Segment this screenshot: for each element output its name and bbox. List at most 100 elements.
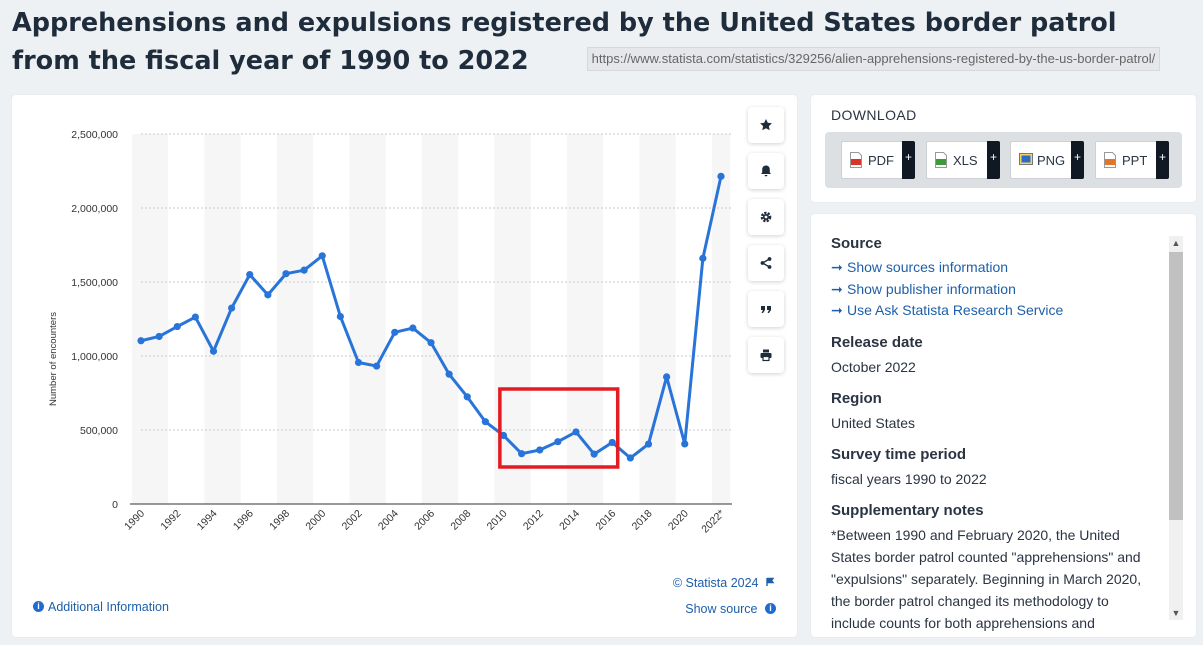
x-tick-label: 2010 xyxy=(485,508,510,533)
data-point xyxy=(391,328,399,336)
data-point xyxy=(228,304,236,312)
notes-section: Supplementary notes *Between 1990 and Fe… xyxy=(831,501,1157,638)
show-publisher-label: Show publisher information xyxy=(847,280,1016,297)
data-point xyxy=(318,252,326,260)
y-tick-label: 2,500,000 xyxy=(71,129,118,141)
page-title-text: Apprehensions and expulsions registered … xyxy=(12,8,1117,76)
research-service-label: Use Ask Statista Research Service xyxy=(847,302,1064,318)
data-point xyxy=(264,291,272,299)
data-point xyxy=(499,431,508,440)
info-icon: i xyxy=(33,601,44,613)
arrow-right-icon: ➞ xyxy=(831,302,843,318)
share-icon xyxy=(760,257,772,269)
scroll-down-icon[interactable]: ▼ xyxy=(1171,608,1181,618)
data-point xyxy=(354,358,363,367)
y-tick-label: 1,000,000 xyxy=(71,351,118,363)
x-tick-label: 2016 xyxy=(593,508,618,533)
data-point xyxy=(137,337,145,345)
copyright[interactable]: © Statista 2024 xyxy=(673,576,775,590)
favorite-button[interactable] xyxy=(748,107,784,143)
pdf-plus[interactable]: + xyxy=(902,141,915,179)
download-toolbar: PDF + XLS + PNG + PPT + xyxy=(825,132,1182,188)
print-button[interactable] xyxy=(748,337,784,373)
data-point xyxy=(699,254,707,262)
period-section: Survey time period fiscal years 1990 to … xyxy=(831,445,1157,490)
x-tick-label: 1992 xyxy=(158,508,183,533)
flag-icon[interactable] xyxy=(765,577,775,587)
y-tick-label: 1,500,000 xyxy=(71,277,118,289)
pdf-file-icon xyxy=(850,152,862,168)
info-icon: i xyxy=(765,603,776,615)
pdf-label: PDF xyxy=(868,152,894,168)
xls-label: XLS xyxy=(953,152,978,168)
plot-band xyxy=(276,134,314,504)
x-tick-label: 2004 xyxy=(376,508,401,533)
page-url[interactable]: https://www.statista.com/statistics/3292… xyxy=(586,47,1161,71)
source-heading: Source xyxy=(831,235,882,252)
data-point xyxy=(191,313,199,321)
download-pdf-button[interactable]: PDF + xyxy=(841,141,915,179)
x-tick-label: 2008 xyxy=(448,508,473,533)
download-ppt-button[interactable]: PPT + xyxy=(1095,141,1169,179)
arrow-right-icon: ➞ xyxy=(831,259,843,275)
data-point xyxy=(481,418,489,426)
plot-band xyxy=(131,134,169,504)
x-tick-label: 2014 xyxy=(557,508,582,533)
notification-button[interactable] xyxy=(748,153,784,189)
data-point xyxy=(246,271,254,279)
share-button[interactable] xyxy=(748,245,784,281)
region-value: United States xyxy=(831,414,916,431)
download-xls-button[interactable]: XLS + xyxy=(926,141,1000,179)
x-tick-label: 1990 xyxy=(122,508,147,533)
data-point xyxy=(445,370,453,378)
show-source-label: Show source xyxy=(685,602,758,616)
plot-band xyxy=(566,134,604,504)
x-tick-label: 2006 xyxy=(412,508,437,533)
x-tick-label: 2022* xyxy=(699,508,727,536)
show-sources-link[interactable]: ➞ Show sources information xyxy=(831,257,1157,279)
xls-plus[interactable]: + xyxy=(987,141,1000,179)
additional-information-label: Additional Information xyxy=(48,600,169,614)
arrow-right-icon: ➞ xyxy=(831,280,843,297)
cite-button[interactable] xyxy=(748,291,784,327)
data-point xyxy=(644,440,653,448)
y-tick-label: 2,000,000 xyxy=(71,203,118,215)
data-point xyxy=(463,393,471,401)
x-tick-label: 1994 xyxy=(195,508,220,533)
data-point xyxy=(209,347,218,355)
x-tick-label: 2012 xyxy=(521,508,546,533)
x-tick-label: 1996 xyxy=(231,508,256,533)
scroll-up-icon[interactable]: ▲ xyxy=(1171,238,1181,248)
xls-file-icon xyxy=(935,152,947,168)
period-value: fiscal years 1990 to 2022 xyxy=(831,470,987,487)
y-axis-title: Number of encounters xyxy=(48,312,59,406)
line-chart: 0 500,000 1,000,000 1,500,000 2,000,000 2,500… xyxy=(48,129,732,536)
show-publisher-link[interactable]: ➞ Show publisher information xyxy=(831,279,1157,301)
plot-band xyxy=(204,134,241,504)
info-card: Source ➞ Show sources information ➞ Show p… xyxy=(811,214,1196,637)
data-point xyxy=(373,362,381,370)
info-content: Source ➞ Show sources information ➞ Show p… xyxy=(831,234,1157,637)
show-source-link[interactable]: Show source i xyxy=(685,602,776,616)
png-plus[interactable]: + xyxy=(1071,141,1084,179)
research-service-link[interactable]: ➞ Use Ask Statista Research Service xyxy=(831,300,1157,322)
download-png-button[interactable]: PNG + xyxy=(1010,141,1084,179)
show-sources-label: Show sources information xyxy=(847,259,1009,275)
download-title: DOWNLOAD xyxy=(831,107,917,123)
data-point xyxy=(282,270,290,278)
y-tick-label: 500,000 xyxy=(80,425,118,437)
chart-card: 0 500,000 1,000,000 1,500,000 2,000,000 2,500… xyxy=(12,95,797,637)
additional-information-link[interactable]: i Additional Information xyxy=(33,600,169,614)
data-point xyxy=(681,440,689,448)
scroll-thumb[interactable] xyxy=(1169,252,1183,520)
settings-button[interactable] xyxy=(748,199,784,235)
y-tick-label: 0 xyxy=(112,499,118,511)
data-point xyxy=(717,172,725,180)
notes-text: *Between 1990 and February 2020, the Uni… xyxy=(831,526,1142,638)
release-heading: Release date xyxy=(831,333,923,351)
release-section: Release date October 2022 xyxy=(831,333,1157,378)
data-point xyxy=(554,438,562,446)
info-scrollbar[interactable]: ▲ ▼ xyxy=(1169,236,1183,620)
bell-icon xyxy=(761,165,771,177)
ppt-plus[interactable]: + xyxy=(1156,141,1169,179)
